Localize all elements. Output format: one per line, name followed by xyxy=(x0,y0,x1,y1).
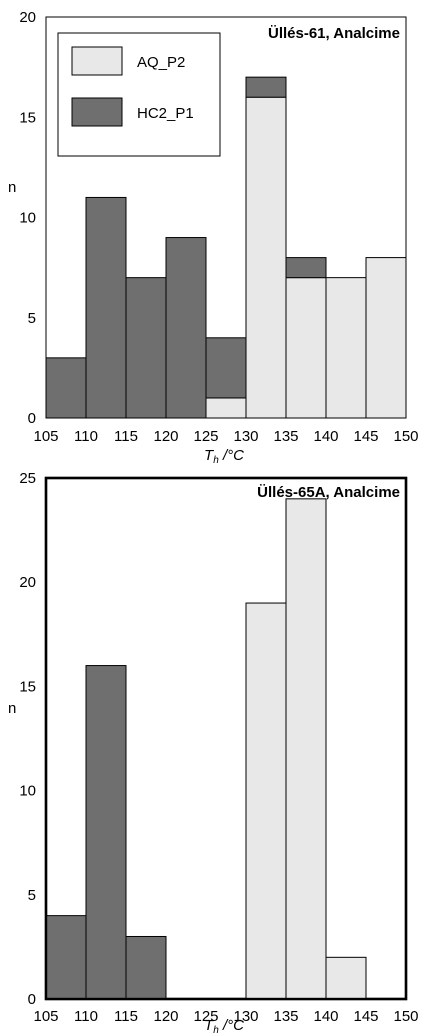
plot-frame-outline xyxy=(45,16,407,419)
bar-AQ_P2-130-135 xyxy=(245,96,287,419)
bar-AQ_P2-135-140 xyxy=(285,498,327,1000)
x-axis-label: Th /°C xyxy=(204,447,244,466)
legend-label-AQ_P2: AQ_P2 xyxy=(137,54,185,71)
histogram-panel-1: 105 110 115 120 125 130 135 140 145 150 0 5 10 15 20 n T… xyxy=(8,9,419,466)
y-tick-label: 10 xyxy=(19,210,36,227)
x-tick-label: 120 xyxy=(153,1008,178,1025)
bar-AQ_P2-145-150 xyxy=(365,257,407,419)
x-tick-label: 120 xyxy=(153,428,178,445)
y-axis-label: n xyxy=(8,179,16,196)
bar-HC2_P1-120-125 xyxy=(165,237,207,419)
bar-HC2_P1-105-110 xyxy=(45,915,87,1000)
bar-HC2_P1-125-130 xyxy=(205,337,247,399)
histogram-panel-2: 105 110 115 120 125 130 135 140 145 150 0 5 10 15 20 25… xyxy=(8,470,419,1033)
legend-label-HC2_P1: HC2_P1 xyxy=(137,105,194,122)
y-tick-label: 15 xyxy=(19,678,36,695)
y-tick-label: 0 xyxy=(28,991,36,1008)
x-tick-label: 125 xyxy=(193,1008,218,1025)
x-tick-label: 140 xyxy=(313,1008,338,1025)
bar-HC2_P1-110-115 xyxy=(85,665,127,1000)
x-tick-label: 115 xyxy=(114,1008,138,1025)
bar-HC2_P1-110-115 xyxy=(85,196,127,419)
legend-swatch-HC2_P1 xyxy=(71,97,123,127)
y-tick-label: 20 xyxy=(19,574,36,591)
x-tick-label: 150 xyxy=(393,1008,418,1025)
x-tick-label: 140 xyxy=(313,428,338,445)
x-axis-label: Th /°C xyxy=(204,1017,244,1033)
x-tick-label: 145 xyxy=(353,428,378,445)
plot-frame-outline xyxy=(44,476,408,1001)
bar-HC2_P1-115-120 xyxy=(125,277,167,419)
bar-HC2_P1-105-110 xyxy=(45,357,87,419)
x-tick-label: 125 xyxy=(193,428,218,445)
legend-swatch-AQ_P2 xyxy=(71,46,123,76)
x-tick-label: 130 xyxy=(233,1008,258,1025)
y-tick-label: 25 xyxy=(19,470,36,487)
y-tick-label: 15 xyxy=(19,109,36,126)
x-tick-label: 105 xyxy=(33,428,58,445)
x-tick-label: 130 xyxy=(233,428,258,445)
bar-AQ_P2-135-140 xyxy=(285,277,327,419)
legend: AQ_P2 HC2_P1 xyxy=(57,32,221,157)
bar-HC2_P1-135-140 xyxy=(285,257,327,279)
bar-AQ_P2-140-145 xyxy=(325,277,367,419)
bar-AQ_P2-125-130 xyxy=(205,397,247,419)
bar-AQ_P2-130-135 xyxy=(245,602,287,1000)
bar-HC2_P1-115-120 xyxy=(125,935,167,1000)
chart-title: Üllés-65A, Analcime xyxy=(257,484,400,501)
y-tick-label: 5 xyxy=(28,887,36,904)
y-tick-label: 10 xyxy=(19,783,36,800)
bar-HC2_P1-130-135 xyxy=(245,76,287,98)
bar-AQ_P2-140-145 xyxy=(325,956,367,1000)
x-tick-label: 135 xyxy=(273,1008,298,1025)
x-tick-label: 110 xyxy=(74,1008,98,1025)
y-tick-label: 0 xyxy=(28,410,36,427)
x-tick-label: 105 xyxy=(33,1008,58,1025)
x-tick-label: 115 xyxy=(114,428,138,445)
x-tick-label: 145 xyxy=(353,1008,378,1025)
y-tick-label: 20 xyxy=(19,9,36,26)
x-tick-label: 110 xyxy=(74,428,98,445)
y-tick-label: 5 xyxy=(28,310,36,327)
x-tick-label: 150 xyxy=(393,428,418,445)
y-axis-label: n xyxy=(8,700,16,717)
x-tick-label: 135 xyxy=(273,428,298,445)
chart-title: Üllés-61, Analcime xyxy=(268,25,400,42)
